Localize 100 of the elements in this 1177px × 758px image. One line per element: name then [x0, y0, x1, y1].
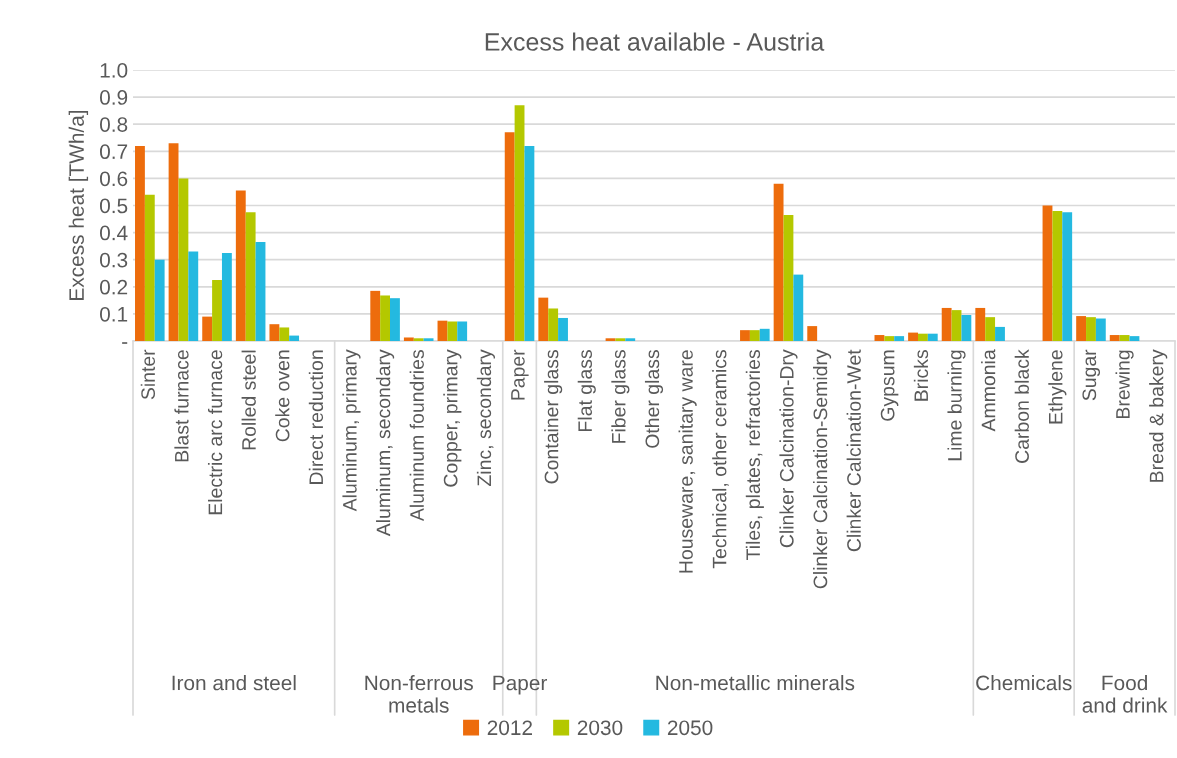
bar	[1052, 210, 1063, 341]
bar	[773, 183, 784, 341]
x-tick-label: Rolled steel	[241, 350, 256, 450]
bar	[558, 317, 568, 341]
y-axis-title: Excess heat [TWh/a]	[68, 110, 89, 300]
bar	[975, 307, 986, 341]
x-tick-label: Blast furnace	[174, 350, 189, 462]
bar	[221, 252, 232, 341]
bar	[793, 274, 804, 341]
bar	[807, 326, 818, 341]
bar	[370, 290, 381, 341]
bar	[749, 330, 760, 341]
bar	[380, 295, 391, 341]
bar	[908, 332, 918, 341]
x-tick-label: Copper, primary	[443, 349, 462, 487]
x-tick-label: Container glass	[544, 350, 563, 484]
x-tick-label: Clinker Calcination-Dry	[779, 349, 798, 548]
x-tick-label: Zinc, secondary	[476, 349, 495, 486]
x-tick-label: Fiber glass	[611, 350, 630, 443]
x-tick-label: Technical, other ceramics	[712, 350, 729, 569]
bar	[894, 336, 905, 341]
text: Food and drink	[1082, 675, 1168, 713]
bar	[884, 336, 895, 341]
text: Paper	[493, 675, 547, 695]
bar	[917, 333, 928, 341]
bar	[783, 214, 794, 341]
bar	[951, 310, 962, 341]
x-tick-label: Bread & bakery	[1149, 349, 1168, 482]
bar	[289, 335, 300, 341]
bar	[1042, 205, 1053, 341]
x-tick-label: Sinter	[140, 349, 156, 400]
bar	[874, 335, 885, 341]
bar	[605, 338, 616, 341]
x-tick-label: Sugar	[1082, 349, 1101, 401]
bar	[1095, 318, 1106, 341]
bar	[235, 190, 246, 341]
bar	[927, 333, 938, 341]
bar	[447, 321, 458, 341]
bar	[514, 105, 525, 341]
x-tick-label: Clinker Calcination-Semidry	[813, 349, 832, 589]
bar	[168, 143, 179, 341]
text: Non-metallic minerals	[656, 675, 855, 691]
y-tick-label: 0.6	[99, 171, 128, 187]
bar	[144, 194, 155, 341]
x-tick-label: Tiles, plates, refractories	[745, 350, 764, 560]
bar	[1129, 336, 1140, 341]
x-tick-label: Direct reduction	[308, 350, 324, 484]
x-tick-label: Bricks	[913, 350, 929, 401]
y-tick-label: 0.1	[99, 306, 128, 322]
bar	[403, 337, 414, 341]
x-tick-label: Electric arc furnace	[207, 350, 223, 515]
y-tick-label: 0.8	[99, 117, 128, 132]
y-tick-label: 0.2	[99, 279, 128, 295]
y-tick-label: 0.3	[99, 252, 128, 268]
bar	[212, 280, 222, 341]
bar	[538, 297, 549, 341]
text: Iron and steel	[172, 675, 296, 691]
bar	[759, 328, 770, 341]
x-tick-label: Aluminum foundries	[409, 350, 424, 522]
x-tick-label: Clinker Calcination-Wet	[846, 349, 861, 552]
x-tick-label: Other glass	[644, 350, 664, 448]
bar	[740, 330, 750, 341]
x-tick-label: Flat glass	[577, 350, 596, 431]
x-tick-label: Paper	[511, 349, 529, 400]
bar	[413, 338, 424, 341]
bar	[1119, 335, 1130, 341]
bar	[985, 317, 996, 341]
y-tick-label: -	[122, 342, 128, 344]
bar	[1076, 316, 1087, 341]
text: Chemicals	[976, 675, 1072, 691]
y-tick-label: 1.0	[100, 63, 128, 78]
bar	[1062, 212, 1073, 341]
legend-label: 2050	[667, 720, 713, 736]
bar	[548, 308, 559, 341]
bar	[615, 338, 626, 341]
bar	[154, 259, 165, 341]
chart-title: Excess heat available - Austria	[485, 32, 825, 51]
x-tick-label: Houseware, sanitary ware	[678, 350, 697, 573]
bar	[1086, 317, 1096, 341]
bar	[279, 327, 290, 341]
bar	[437, 320, 448, 341]
x-tick-label: Aluminum, secondary	[376, 349, 395, 537]
text: Non-ferrous metals	[365, 675, 473, 713]
y-tick-label: 0.9	[99, 90, 128, 105]
bar	[188, 251, 199, 341]
x-tick-label: Ammonia	[981, 349, 996, 432]
bar	[1109, 335, 1120, 341]
x-tick-label: Aluminum, primary	[342, 349, 361, 512]
legend-label: 2012	[487, 720, 532, 736]
bar	[245, 212, 256, 341]
bar	[941, 307, 952, 341]
y-tick-label: 0.7	[99, 144, 128, 160]
legend-label: 2030	[577, 720, 623, 736]
y-tick-label: 0.4	[99, 225, 128, 241]
bar	[178, 178, 189, 341]
y-tick-label: 0.5	[99, 198, 128, 214]
bar	[457, 321, 468, 341]
x-tick-label: Ethylene	[1048, 350, 1067, 424]
bar	[202, 316, 213, 341]
bar	[504, 132, 515, 341]
